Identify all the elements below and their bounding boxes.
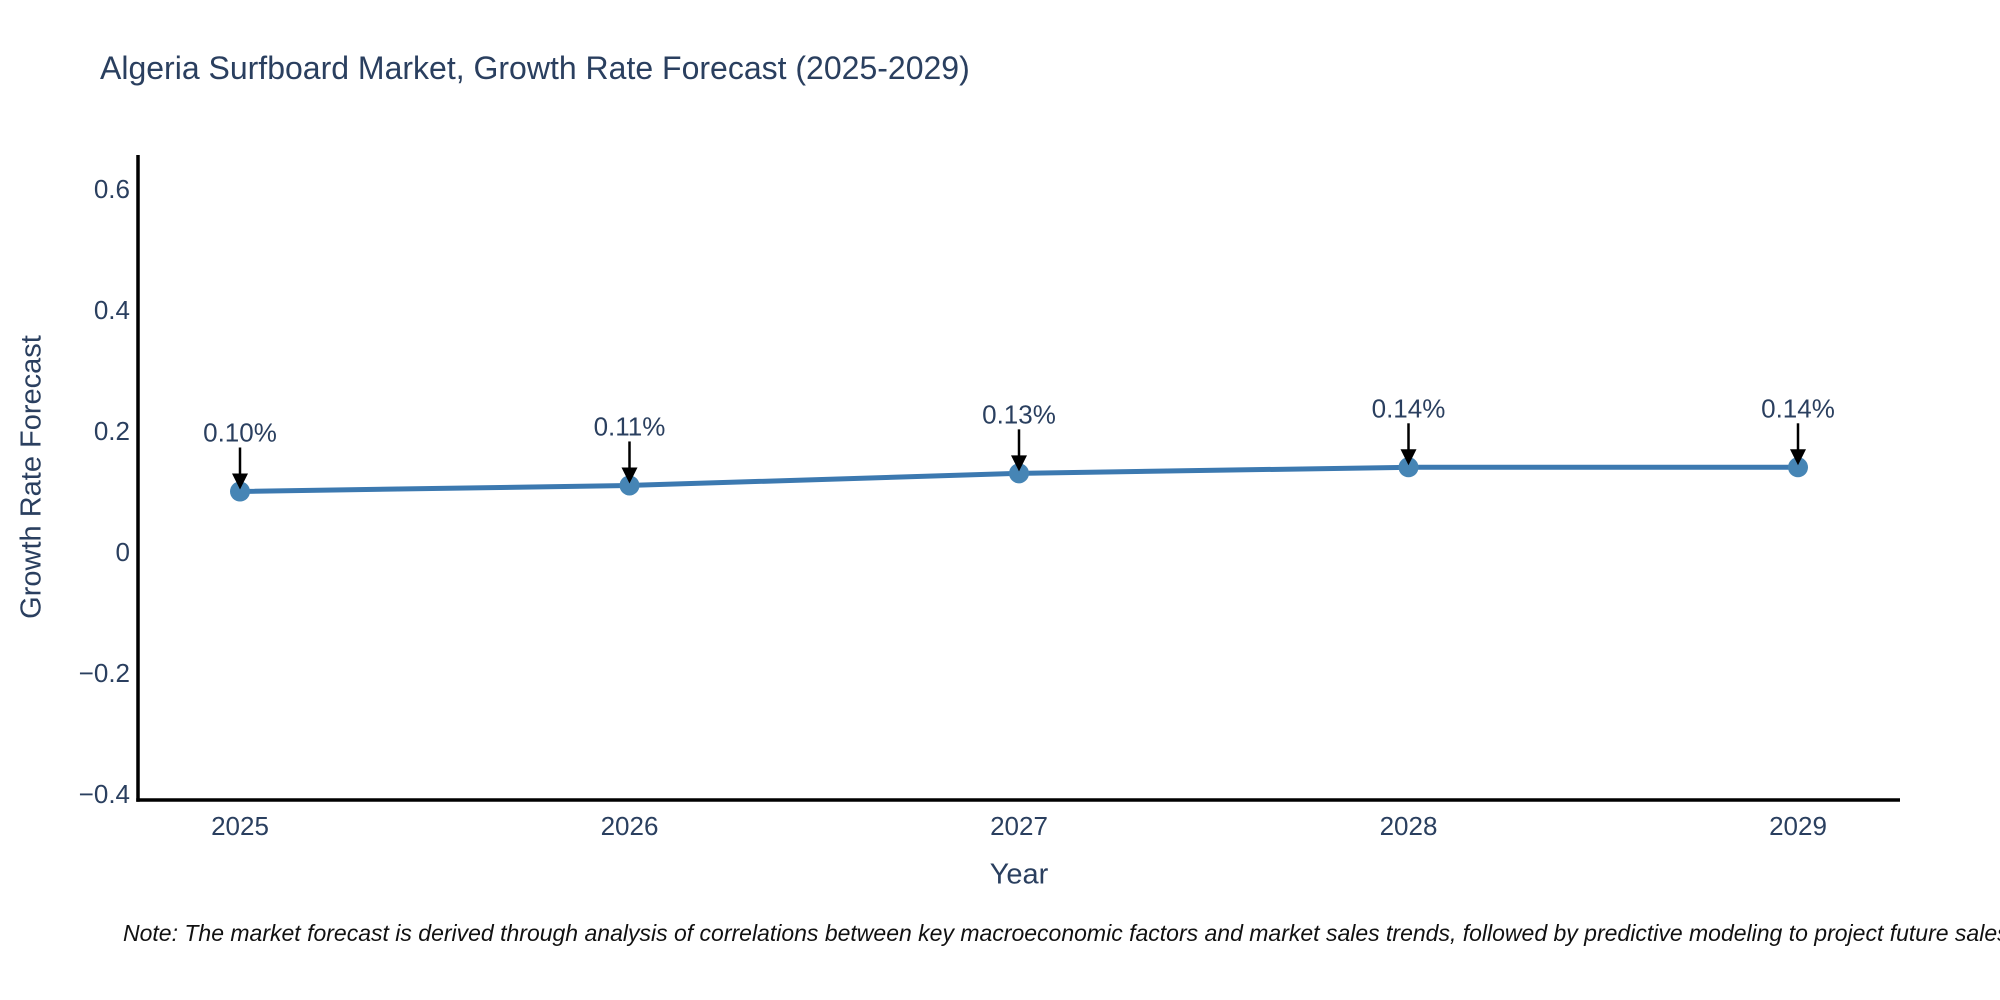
y-tick-label: 0 <box>116 537 130 567</box>
y-tick-label: 0.6 <box>94 174 130 204</box>
x-tick-label: 2029 <box>1769 811 1827 841</box>
x-tick-label: 2028 <box>1380 811 1438 841</box>
annotation-arrowhead <box>232 473 248 490</box>
x-tick-label: 2025 <box>211 811 269 841</box>
annotation-arrowhead <box>1400 449 1417 466</box>
data-point-marker <box>1788 457 1808 478</box>
y-tick-label: −0.2 <box>79 658 130 688</box>
annotation-arrowhead <box>1011 455 1027 472</box>
point-label: 0.14% <box>1761 393 1835 423</box>
point-label: 0.14% <box>1372 393 1446 423</box>
data-point-marker <box>230 481 250 502</box>
footnote: Note: The market forecast is derived thr… <box>123 920 2000 946</box>
data-point-marker <box>1398 457 1419 478</box>
data-point-marker <box>1009 463 1029 484</box>
annotation-arrowhead <box>1790 449 1806 466</box>
x-axis-title: Year <box>989 858 1049 891</box>
y-tick-label: 0.4 <box>94 295 130 325</box>
point-label: 0.10% <box>203 418 277 448</box>
annotation-arrowhead <box>621 467 638 484</box>
point-label: 0.11% <box>594 411 666 441</box>
x-tick-label: 2026 <box>601 811 659 841</box>
y-tick-label: −0.4 <box>79 779 130 809</box>
y-tick-label: 0.2 <box>94 416 130 446</box>
point-label: 0.13% <box>982 399 1056 429</box>
data-point-marker <box>619 475 640 496</box>
x-tick-label: 2027 <box>990 811 1048 841</box>
y-axis-title: Growth Rate Forecast <box>15 335 48 619</box>
chart-title: Algeria Surfboard Market, Growth Rate Fo… <box>100 50 970 86</box>
